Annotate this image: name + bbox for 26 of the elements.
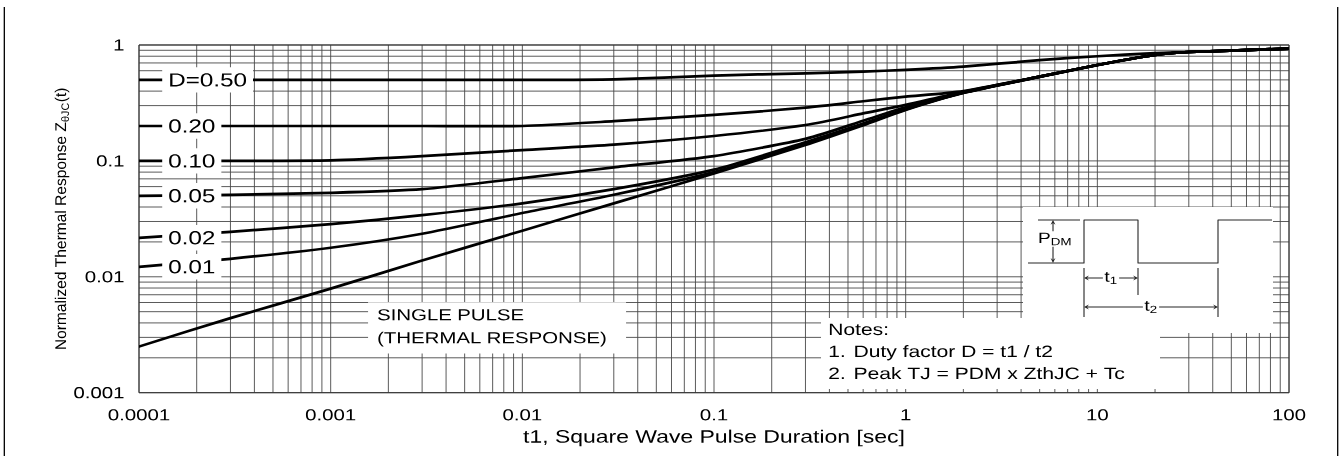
annotation: 1. Duty factor D = t1 / t2 bbox=[829, 345, 1052, 361]
x-tick-label: 10 bbox=[1087, 409, 1108, 421]
annotation: 2. Peak TJ = PDM x ZthJC + Tc bbox=[829, 367, 1125, 380]
x-tick-label: 1 bbox=[901, 409, 911, 421]
series-label: 0.20 bbox=[169, 119, 215, 133]
series-label: D=0.50 bbox=[170, 73, 247, 87]
x-tick-label: 100 bbox=[1273, 409, 1306, 421]
series-label: 0.02 bbox=[169, 231, 215, 245]
x-axis-title: t1, Square Wave Pulse Duration [sec] bbox=[523, 429, 904, 447]
x-tick-label: 0.0001 bbox=[108, 409, 170, 421]
x-tick-label: 0.001 bbox=[305, 409, 356, 421]
annotation: Notes: bbox=[829, 323, 888, 336]
series-label: 0.05 bbox=[169, 189, 215, 203]
series-label: 0.10 bbox=[169, 154, 215, 168]
annotation: P$_{DM}$ bbox=[1039, 232, 1071, 246]
x-tick-label: 0.01 bbox=[503, 409, 542, 421]
y-tick-label: 0.01 bbox=[85, 271, 124, 283]
text: SINGLE PULSE (THERMAL RESPONSE) bbox=[377, 309, 606, 347]
series-label: 0.01 bbox=[169, 260, 215, 274]
y-tick-label: 1 bbox=[114, 39, 124, 51]
annotation: t$_{2}$ bbox=[1144, 300, 1157, 313]
y-tick-label: 0.1 bbox=[96, 155, 124, 167]
y-tick-label: 0.001 bbox=[74, 387, 124, 399]
x-tick-label: 0.1 bbox=[700, 409, 728, 421]
annotation: t$_{1}$ bbox=[1104, 272, 1117, 284]
y-axis-title: Normalized Thermal Response Z$_{θJC}$(t) bbox=[54, 88, 70, 349]
